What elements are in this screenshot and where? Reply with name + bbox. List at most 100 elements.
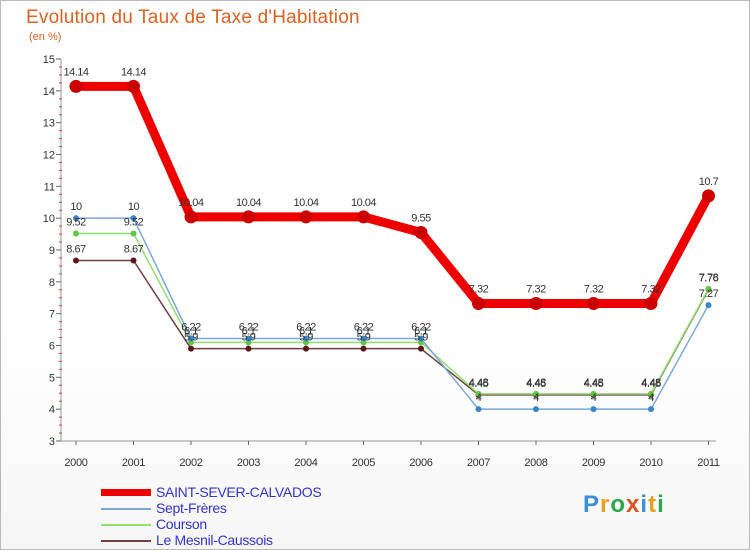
data-point <box>73 215 79 222</box>
x-tick-label: 2000 <box>64 457 87 469</box>
data-label: 5.9 <box>299 332 313 344</box>
data-point <box>529 296 543 310</box>
legend-label: Le Mesnil-Caussois <box>156 532 273 548</box>
data-label: 6.22 <box>354 321 374 333</box>
data-label: 10.04 <box>351 197 376 209</box>
data-point <box>475 390 482 397</box>
data-point <box>702 189 715 203</box>
x-tick-label: 2006 <box>409 457 432 469</box>
data-label: 4 <box>533 392 539 404</box>
data-point <box>357 210 370 224</box>
data-point <box>69 79 83 93</box>
data-label: 5.9 <box>414 332 428 344</box>
data-label: 8.67 <box>124 244 144 256</box>
data-label: 10 <box>70 201 82 213</box>
data-point <box>648 406 654 413</box>
series-line-2 <box>76 232 710 395</box>
data-point <box>705 285 712 292</box>
data-point <box>590 390 597 397</box>
data-label: 5.9 <box>184 332 198 344</box>
x-tick-label: 2004 <box>294 457 317 469</box>
y-tick-label: 8 <box>49 277 55 289</box>
data-label: 10 <box>128 201 140 213</box>
data-label: 8.67 <box>66 244 86 256</box>
data-point <box>303 345 309 352</box>
y-tick-label: 4 <box>49 404 55 416</box>
data-point <box>184 210 198 224</box>
data-point <box>130 215 137 222</box>
data-label: 7.32 <box>469 283 489 295</box>
data-label: 7.32 <box>526 283 546 295</box>
data-label: 7.32 <box>584 283 604 295</box>
data-label: 10.04 <box>236 197 261 209</box>
y-tick-label: 3 <box>49 436 55 448</box>
data-point <box>533 390 539 397</box>
data-label: 10.04 <box>293 197 318 209</box>
y-tick-label: 12 <box>43 150 55 162</box>
logo-letter: t <box>648 491 658 518</box>
logo-letter: P <box>583 491 601 518</box>
y-tick-label: 9 <box>49 245 55 257</box>
legend-label: Courson <box>156 516 207 532</box>
data-point <box>303 335 309 342</box>
data-label: 9.52 <box>66 216 86 228</box>
data-label: 7.27 <box>699 288 719 300</box>
data-label: 6.1 <box>414 325 428 337</box>
data-point <box>644 296 658 310</box>
data-point <box>245 335 252 342</box>
data-label: 4.45 <box>469 378 489 390</box>
y-tick-label: 7 <box>49 309 55 321</box>
y-tick-label: 11 <box>44 181 55 193</box>
data-label: 6.22 <box>411 321 431 333</box>
x-tick-label: 2011 <box>697 457 720 469</box>
data-point <box>299 210 313 224</box>
data-label: 6.1 <box>242 325 256 337</box>
data-point <box>533 406 539 413</box>
x-tick-label: 2001 <box>122 457 145 469</box>
x-tick-label: 2008 <box>524 457 547 469</box>
data-point <box>590 406 597 413</box>
legend-swatch <box>101 540 151 542</box>
logo-letter: x <box>626 491 641 518</box>
data-point <box>127 79 140 93</box>
data-point <box>242 210 255 224</box>
data-label: 6.22 <box>296 321 316 333</box>
legend-swatch <box>101 489 151 496</box>
logo-letter: i <box>657 491 665 518</box>
data-label: 10.7 <box>699 176 719 188</box>
data-point <box>245 345 252 352</box>
series-line-3 <box>76 259 710 396</box>
data-label: 9.55 <box>411 212 431 224</box>
data-label: 4 <box>591 392 597 404</box>
data-point <box>130 257 137 264</box>
data-label: 4.45 <box>526 378 546 390</box>
data-label: 7.76 <box>699 272 719 284</box>
x-tick-label: 2009 <box>582 457 605 469</box>
data-label: 6.22 <box>239 321 259 333</box>
logo-letter: r <box>600 491 611 518</box>
y-tick-label: 14 <box>43 86 55 98</box>
y-tick-label: 6 <box>49 341 55 353</box>
series-line-1 <box>76 217 710 410</box>
chart-title: Evolution du Taux de Taxe d'Habitation <box>26 7 360 28</box>
data-point <box>414 225 428 239</box>
data-point <box>188 335 194 342</box>
x-tick-label: 2007 <box>467 457 490 469</box>
data-point <box>130 230 137 237</box>
data-label: 4.45 <box>641 378 661 390</box>
legend-swatch <box>101 508 151 510</box>
data-point <box>587 296 600 310</box>
data-label: 4.48 <box>641 377 661 389</box>
y-tick-label: 5 <box>49 372 55 384</box>
data-point <box>472 296 485 310</box>
data-point <box>648 390 654 397</box>
data-point <box>73 230 79 237</box>
data-point <box>418 335 424 342</box>
data-label: 4.48 <box>526 377 546 389</box>
data-label: 10.04 <box>178 197 203 209</box>
data-label: 4.45 <box>584 378 604 390</box>
data-label: 6.1 <box>184 325 198 337</box>
data-label: 4.48 <box>584 377 604 389</box>
x-tick-label: 2002 <box>179 457 202 469</box>
